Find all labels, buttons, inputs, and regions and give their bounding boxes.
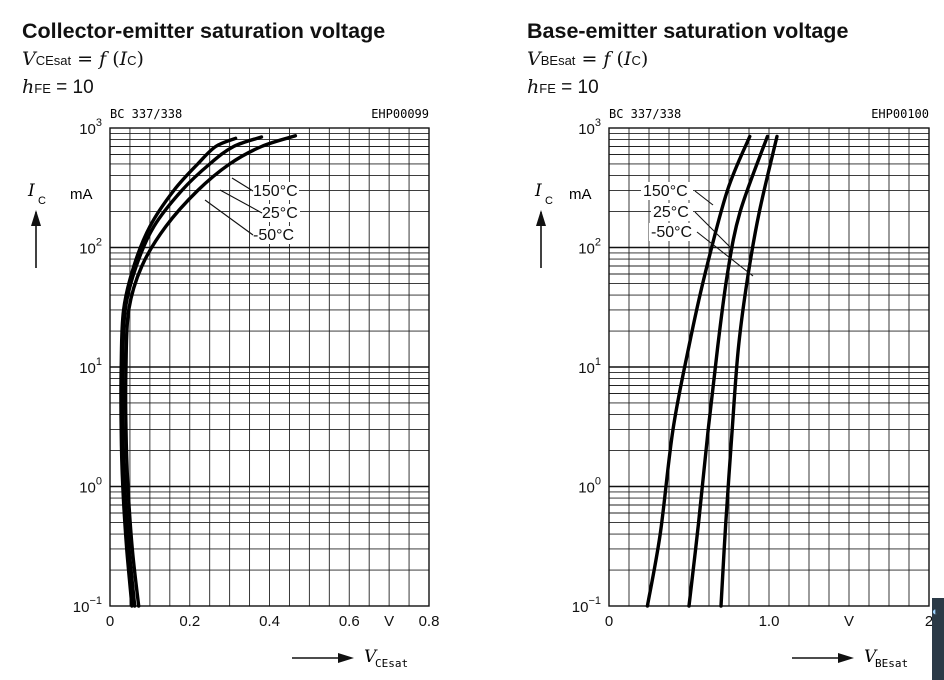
x-axis-symbol-sub: BEsat <box>875 657 908 670</box>
y-tick-label: 101 <box>79 356 102 377</box>
curve-minus50c <box>123 134 298 608</box>
x-tick-label: 0.6 <box>339 613 360 630</box>
part-label: BC 337/338 <box>609 107 681 121</box>
y-unit-label: mA <box>70 186 93 203</box>
curve-label: 150°C <box>253 183 298 200</box>
y-tick-label: 10−1 <box>572 595 601 616</box>
y-tick-label: 101 <box>578 356 601 377</box>
formula-label: VBEsat = f (IC) <box>527 48 649 70</box>
y-axis-symbol: I <box>27 181 35 201</box>
y-tick-label: 10−1 <box>73 595 102 616</box>
chart-title: Base-emitter saturation voltage <box>527 19 849 43</box>
x-tick-label: 2 <box>925 613 933 630</box>
y-tick-label: 100 <box>578 476 601 497</box>
curve-150c <box>645 134 752 608</box>
curve-25c <box>120 135 264 608</box>
hfe-label: hFE = 10 <box>527 76 599 98</box>
x-tick-label: 1.0 <box>759 613 780 630</box>
window-edge-widget[interactable]: ◐ <box>932 598 944 680</box>
x-tick-label: 0.2 <box>179 613 200 630</box>
y-axis-symbol-sub: C <box>38 195 46 207</box>
curve-label-leader <box>231 177 254 192</box>
edge-icon: ◐ <box>932 606 939 618</box>
vbesat-panel: Base-emitter saturation voltage VBEsat =… <box>505 0 944 680</box>
y-axis-arrowhead <box>536 210 546 226</box>
curve-label-leader <box>694 190 714 206</box>
x-tick-label: 0.4 <box>259 613 280 630</box>
x-tick-label: 0 <box>106 613 114 630</box>
plot-frame <box>608 127 930 607</box>
curve-25c <box>687 134 770 608</box>
curve-label-leader <box>696 231 754 277</box>
code-label: EHP00100 <box>871 107 929 121</box>
curve-label: -50°C <box>651 224 692 241</box>
x-tick-label: 0 <box>605 613 613 630</box>
curve-label-bg <box>260 204 300 222</box>
vbesat-chart: 150°C 25°C -50°C BC 337/338 EHP00100 10−1 1… <box>534 107 933 670</box>
vcesat-chart: 150°C 25°C -50°C BC 337/338 EHP00099 10−1 1… <box>27 107 440 670</box>
curve-label-bg <box>641 182 693 200</box>
plot-frame <box>109 127 430 607</box>
curve-label-bg <box>651 203 693 221</box>
code-label: EHP00099 <box>371 107 429 121</box>
x-axis-symbol-sub: CEsat <box>375 657 408 670</box>
curve-label-leader <box>219 189 263 214</box>
chart-title: Collector-emitter saturation voltage <box>22 19 386 43</box>
y-axis-symbol-sub: C <box>545 195 553 207</box>
x-tick-label: 0.8 <box>419 613 440 630</box>
vcesat-panel: Collector-emitter saturation voltage VCE… <box>0 0 470 680</box>
curve-label-bg <box>649 223 695 241</box>
curve-label-bg <box>251 182 299 200</box>
x-axis-arrowhead <box>838 653 854 663</box>
y-tick-label: 102 <box>578 237 601 258</box>
x-tick-label: V <box>844 613 854 630</box>
x-axis-symbol: V <box>364 647 378 667</box>
x-tick-label: V <box>384 613 394 630</box>
curve-label-leader <box>204 199 254 236</box>
x-axis-symbol: V <box>864 647 878 667</box>
curve-label: 150°C <box>643 183 688 200</box>
y-axis-symbol: I <box>534 181 542 201</box>
curve-label-bg <box>251 226 299 244</box>
curve-label: 25°C <box>653 204 689 221</box>
y-tick-label: 102 <box>79 237 102 258</box>
curve-label-leader <box>694 211 734 251</box>
curve-label: 25°C <box>262 205 298 222</box>
formula-label: VCEsat = f (IC) <box>22 48 144 70</box>
x-axis-arrowhead <box>338 653 354 663</box>
curve-150c <box>119 136 238 608</box>
y-tick-label: 103 <box>79 117 102 138</box>
y-tick-label: 100 <box>79 476 102 497</box>
part-label: BC 337/338 <box>110 107 182 121</box>
curve-label: -50°C <box>253 227 294 244</box>
y-unit-label: mA <box>569 186 592 203</box>
y-axis-arrowhead <box>31 210 41 226</box>
curve-minus50c <box>719 134 779 608</box>
hfe-label: hFE = 10 <box>22 76 94 98</box>
y-tick-label: 103 <box>578 117 601 138</box>
